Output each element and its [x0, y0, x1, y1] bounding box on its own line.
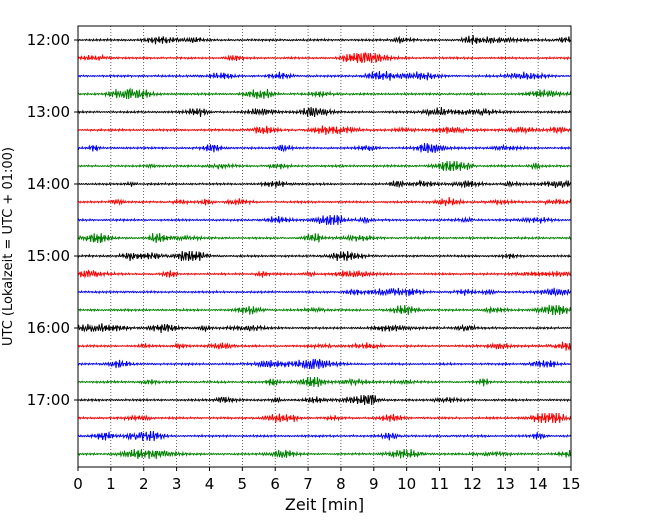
- x-tick-label: 7: [303, 475, 313, 493]
- x-axis-label: Zeit [min]: [285, 495, 364, 514]
- x-tick-label: 12: [463, 475, 482, 493]
- trace-line: [77, 287, 572, 297]
- x-tick-label: 11: [430, 475, 449, 493]
- trace-line: [77, 35, 572, 45]
- x-tick-label: 1: [106, 475, 116, 493]
- trace-line: [77, 250, 572, 262]
- trace-line: [77, 269, 572, 279]
- y-tick-label: 14:00: [27, 175, 70, 193]
- trace-line: [77, 412, 572, 424]
- y-tick-label: 17:00: [27, 391, 70, 409]
- trace-line: [77, 232, 572, 244]
- trace-line: [77, 214, 572, 226]
- plot-frame: [77, 25, 572, 468]
- trace-line: [77, 196, 572, 207]
- y-tick-label: 15:00: [27, 247, 70, 265]
- trace-line: [77, 323, 572, 334]
- x-tick-label: 13: [496, 475, 515, 493]
- trace-line: [77, 430, 572, 442]
- y-axis-label: UTC (Lokalzeit = UTC + 01:00): [1, 147, 16, 346]
- seismic-traces: [77, 35, 572, 460]
- x-tick-label: 4: [205, 475, 215, 493]
- x-tick-label: 6: [270, 475, 280, 493]
- x-tick-label: 3: [172, 475, 182, 493]
- x-tick-label: 15: [561, 475, 580, 493]
- trace-line: [77, 106, 572, 118]
- x-tick-label: 14: [529, 475, 548, 493]
- trace-line: [77, 160, 572, 172]
- y-tick-label: 12:00: [27, 31, 70, 49]
- y-tick-label: 16:00: [27, 319, 70, 337]
- x-tick-label: 5: [238, 475, 248, 493]
- y-axis-ticks: 12:00 13:00 14:00 15:00 16:00 17:00: [27, 31, 78, 409]
- x-tick-label: 10: [397, 475, 416, 493]
- y-tick-label: 13:00: [27, 103, 70, 121]
- trace-line: [77, 142, 572, 154]
- trace-line: [77, 341, 572, 352]
- x-tick-label: 9: [369, 475, 379, 493]
- trace-line: [77, 87, 572, 100]
- trace-line: [77, 376, 572, 388]
- x-axis-ticks: 0 1 2 3 4 5 6 7 8 9 10 11 12 13 14 15: [73, 467, 581, 493]
- x-tick-label: 2: [139, 475, 149, 493]
- x-tick-label: 0: [73, 475, 83, 493]
- trace-line: [77, 304, 572, 316]
- trace-line: [77, 448, 572, 460]
- trace-line: [77, 179, 572, 189]
- trace-line: [77, 70, 572, 81]
- trace-line: [77, 51, 572, 64]
- trace-line: [77, 394, 572, 406]
- trace-line: [77, 358, 572, 370]
- trace-line: [77, 125, 572, 136]
- x-tick-label: 8: [336, 475, 346, 493]
